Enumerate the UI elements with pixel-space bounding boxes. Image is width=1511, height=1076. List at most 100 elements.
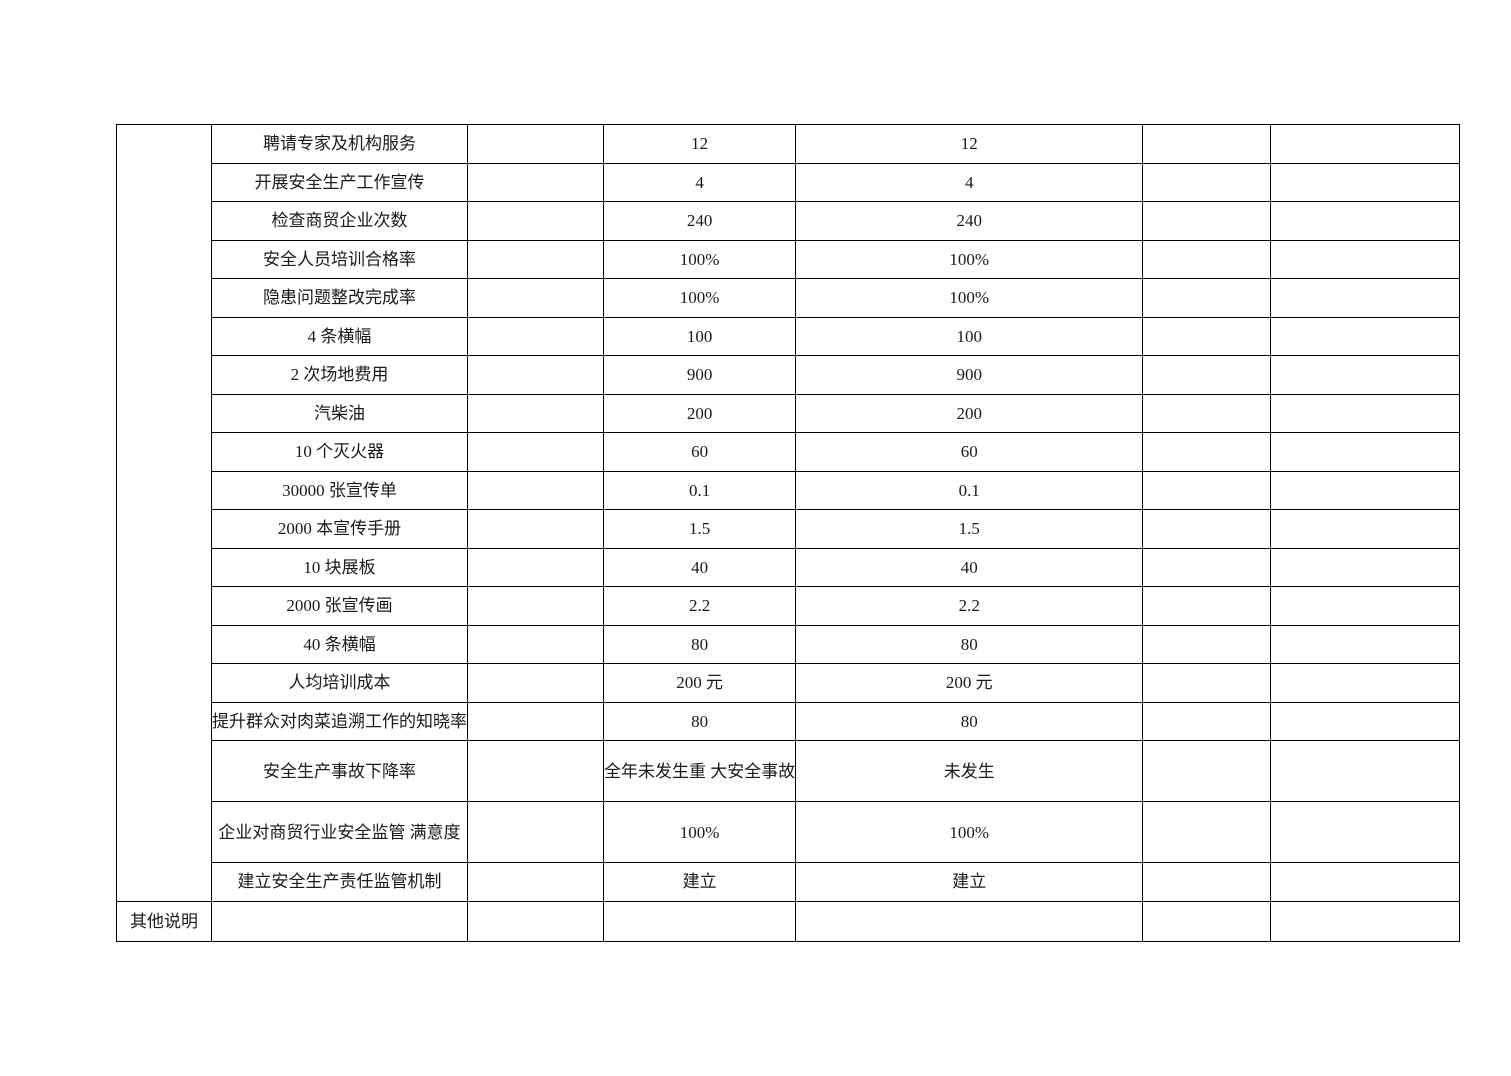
- empty-cell: [467, 239, 604, 279]
- empty-cell: [467, 740, 604, 802]
- table-row: 2000 张宣传画 2.2 2.2: [117, 586, 1461, 626]
- indicator-label-cell: 检查商贸企业次数: [211, 201, 468, 241]
- empty-cell: [467, 316, 604, 356]
- empty-cell: [1142, 470, 1272, 510]
- value1-cell: 200 元: [602, 663, 797, 703]
- indicator-label-cell: 企业对商贸行业安全监管 满意度: [211, 801, 468, 863]
- value1-cell: 100: [602, 316, 797, 356]
- value2-cell: 2.2: [795, 586, 1144, 626]
- indicator-label-cell: 开展安全生产工作宣传: [211, 162, 468, 202]
- empty-cell: [1142, 547, 1272, 587]
- value1-cell: 建立: [602, 862, 797, 902]
- empty-cell: [467, 586, 604, 626]
- table-row: 2000 本宣传手册 1.5 1.5: [117, 509, 1461, 549]
- empty-cell: [1270, 740, 1461, 802]
- value1-cell: 60: [602, 432, 797, 472]
- indicator-label-cell: 聘请专家及机构服务: [211, 124, 468, 164]
- empty-cell: [467, 547, 604, 587]
- value1-cell: 40: [602, 547, 797, 587]
- value2-cell: 60: [795, 432, 1144, 472]
- value1-cell: 2.2: [602, 586, 797, 626]
- value1-cell: 100%: [602, 278, 797, 318]
- indicator-label-cell: 2 次场地费用: [211, 355, 468, 395]
- indicator-table: 聘请专家及机构服务 12 12 开展安全生产工作宣传 4 4 检查商贸企业次数 …: [116, 124, 1461, 942]
- indicator-label-cell: 2000 张宣传画: [211, 586, 468, 626]
- value1-cell: 0.1: [602, 470, 797, 510]
- empty-cell: [1142, 509, 1272, 549]
- value1-cell: 80: [602, 701, 797, 741]
- empty-cell: [1270, 701, 1461, 741]
- value2-cell: 12: [795, 124, 1144, 164]
- empty-cell: [1142, 801, 1272, 863]
- empty-cell: [1270, 355, 1461, 395]
- indicator-label-cell: 30000 张宣传单: [211, 470, 468, 510]
- value2-cell: 240: [795, 201, 1144, 241]
- empty-cell: [1270, 900, 1461, 942]
- indicator-label-cell: 2000 本宣传手册: [211, 509, 468, 549]
- empty-cell: [1270, 393, 1461, 433]
- empty-cell: [1270, 862, 1461, 902]
- indicator-label-cell: 安全人员培训合格率: [211, 239, 468, 279]
- empty-cell: [467, 701, 604, 741]
- empty-cell: [467, 355, 604, 395]
- empty-cell: [467, 432, 604, 472]
- empty-cell: [467, 470, 604, 510]
- empty-cell: [467, 278, 604, 318]
- empty-cell: [1142, 355, 1272, 395]
- value2-cell: 200: [795, 393, 1144, 433]
- empty-cell: [1142, 663, 1272, 703]
- empty-cell: [1270, 547, 1461, 587]
- value2-cell: 建立: [795, 862, 1144, 902]
- value2-cell: 100: [795, 316, 1144, 356]
- empty-cell: [467, 393, 604, 433]
- value2-cell: 80: [795, 701, 1144, 741]
- empty-cell: [1270, 663, 1461, 703]
- empty-cell: [1270, 239, 1461, 279]
- value1-cell: 全年未发生重 大安全事故: [602, 740, 797, 802]
- indicator-label-cell: 10 个灭火器: [211, 432, 468, 472]
- empty-cell: [1270, 470, 1461, 510]
- empty-cell: [1270, 278, 1461, 318]
- empty-cell: [1270, 162, 1461, 202]
- table-row: 10 个灭火器 60 60: [117, 432, 1461, 472]
- indicator-label-cell: 建立安全生产责任监管机制: [211, 862, 468, 902]
- empty-cell: [1270, 586, 1461, 626]
- empty-cell: [1142, 862, 1272, 902]
- empty-cell: [1270, 509, 1461, 549]
- empty-cell: [1142, 740, 1272, 802]
- empty-cell: [467, 801, 604, 863]
- value1-cell: 200: [602, 393, 797, 433]
- indicator-label-cell: 10 块展板: [211, 547, 468, 587]
- value2-cell: 80: [795, 624, 1144, 664]
- empty-cell: [1142, 900, 1272, 942]
- indicator-label-cell: 汽柴油: [211, 393, 468, 433]
- empty-cell: [1270, 801, 1461, 863]
- empty-cell: [1142, 701, 1272, 741]
- table-row: 隐患问题整改完成率 100% 100%: [117, 278, 1461, 318]
- empty-cell: [467, 124, 604, 164]
- value2-cell: 900: [795, 355, 1144, 395]
- indicator-label-cell: 4 条横幅: [211, 316, 468, 356]
- table-row: 聘请专家及机构服务 12 12: [116, 124, 1461, 902]
- table-row: 4 条横幅 100 100: [117, 316, 1461, 356]
- value2-cell: 100%: [795, 239, 1144, 279]
- empty-cell: [1270, 124, 1461, 164]
- value1-cell: 900: [602, 355, 797, 395]
- value1-cell: 240: [602, 201, 797, 241]
- value2-cell: 1.5: [795, 509, 1144, 549]
- table-sheet: 聘请专家及机构服务 12 12 开展安全生产工作宣传 4 4 检查商贸企业次数 …: [116, 124, 1461, 942]
- value2-cell: 未发生: [795, 740, 1144, 802]
- empty-cell: [1142, 316, 1272, 356]
- table-row: 开展安全生产工作宣传 4 4: [117, 162, 1461, 202]
- indicator-label-cell: 隐患问题整改完成率: [211, 278, 468, 318]
- empty-cell: [1142, 124, 1272, 164]
- indicator-label-cell: 提升群众对肉菜追溯工作的知晓率: [211, 701, 468, 741]
- table-row: 检查商贸企业次数 240 240: [117, 201, 1461, 241]
- value2-cell: 0.1: [795, 470, 1144, 510]
- empty-cell: [1142, 162, 1272, 202]
- table-row: 提升群众对肉菜追溯工作的知晓率 80 80: [117, 701, 1461, 741]
- indicator-label-cell: 人均培训成本: [211, 663, 468, 703]
- value2-cell: 100%: [795, 278, 1144, 318]
- empty-cell: [467, 162, 604, 202]
- value1-cell: 100%: [602, 239, 797, 279]
